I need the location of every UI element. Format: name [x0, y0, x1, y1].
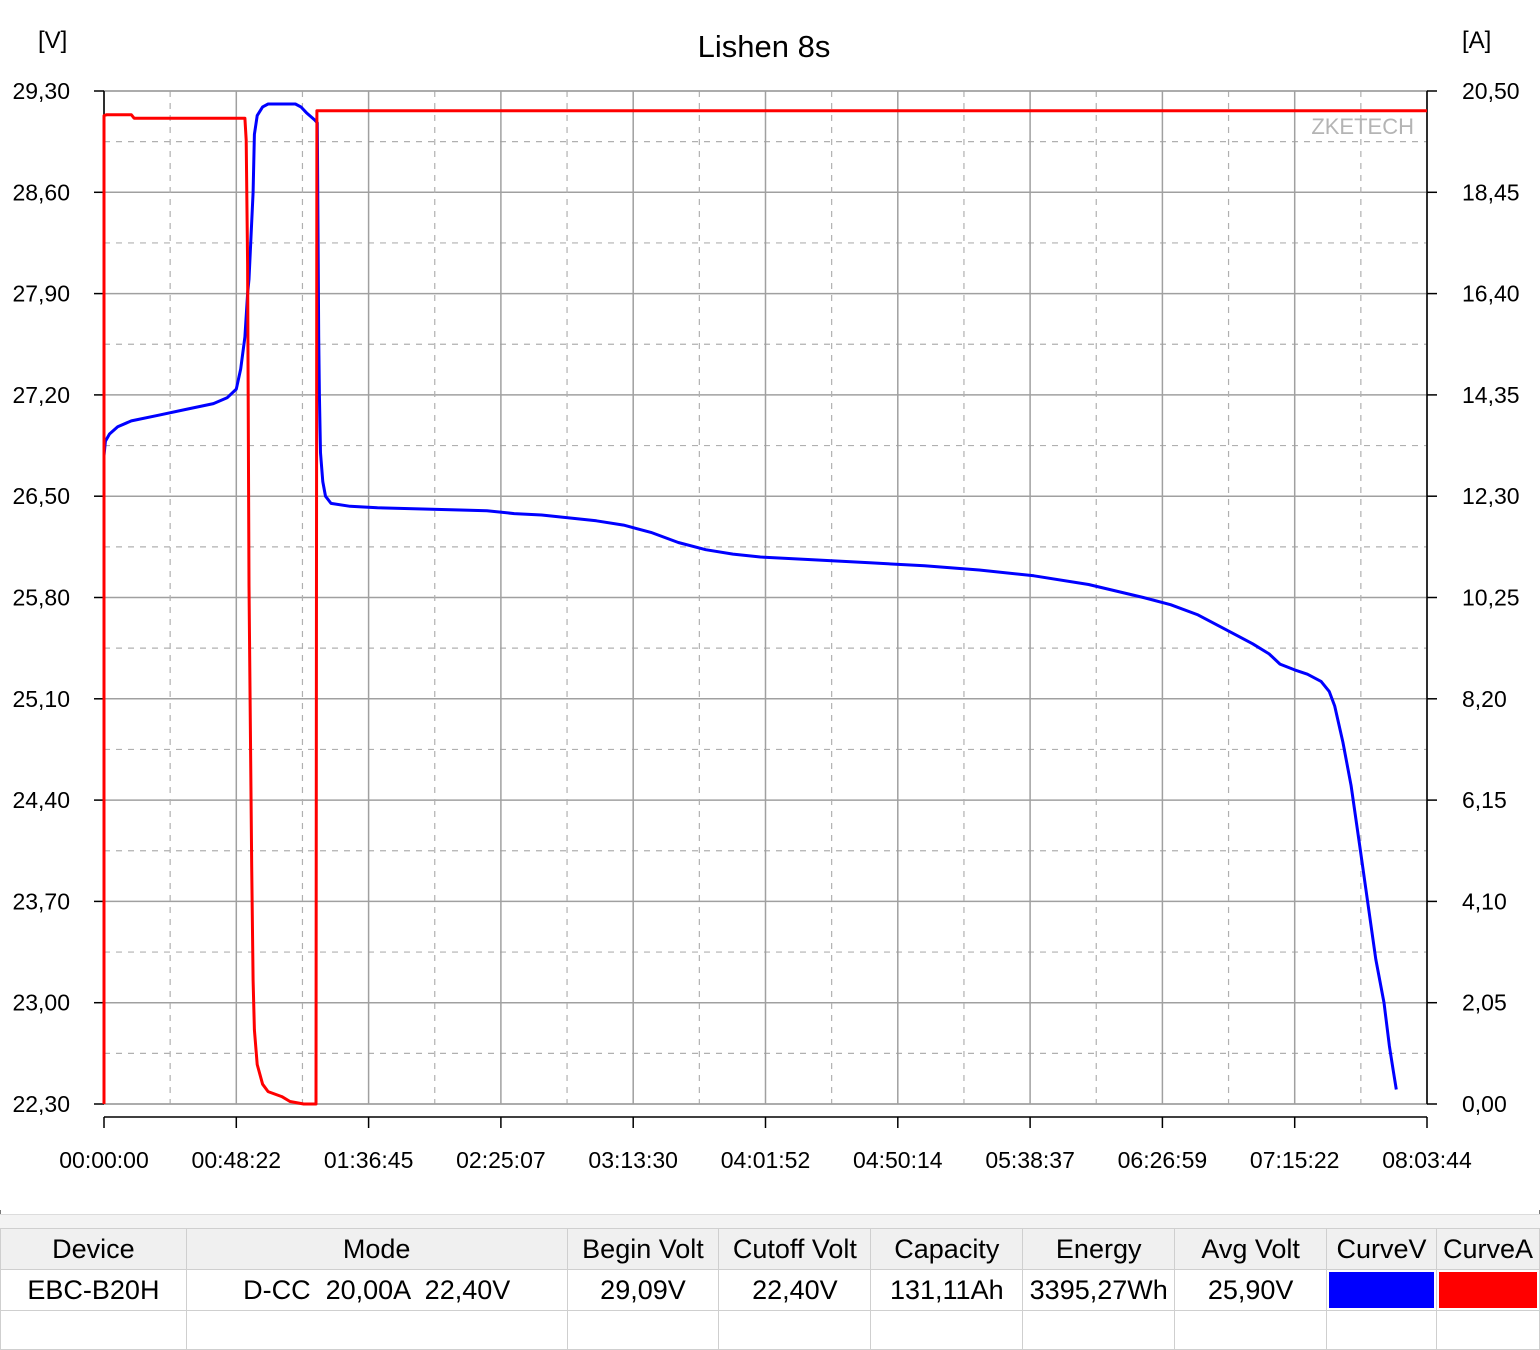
left-tick-label: 27,90 — [12, 281, 70, 307]
cell-avg-volt: 25,90V — [1174, 1269, 1328, 1311]
right-tick-label: 12,30 — [1462, 483, 1520, 509]
cell-mode: D-CC 20,00A 22,40V — [185, 1269, 568, 1311]
left-tick-label: 24,40 — [12, 787, 70, 813]
empty-cell — [1326, 1310, 1437, 1350]
empty-cell — [1174, 1310, 1328, 1350]
x-tick-label: 05:38:37 — [985, 1147, 1075, 1173]
right-tick-label: 4,10 — [1462, 888, 1507, 914]
curve-a-color-swatch[interactable] — [1438, 1272, 1537, 1308]
x-tick-label: 00:48:22 — [192, 1147, 282, 1173]
empty-cell — [0, 1310, 187, 1350]
panel-divider — [0, 1214, 1540, 1229]
tick-labels: 29,30 28,60 27,90 27,20 26,50 25,80 25,10 24,40… — [12, 78, 1519, 1173]
chart-title: Lishen 8s — [698, 29, 831, 64]
x-tick-label: 03:13:30 — [588, 1147, 678, 1173]
curve-v-color-swatch[interactable] — [1329, 1272, 1434, 1308]
empty-cell — [1022, 1310, 1176, 1350]
left-tick-label: 26,50 — [12, 483, 70, 509]
right-tick-label: 0,00 — [1462, 1091, 1507, 1117]
header-mode[interactable]: Mode — [185, 1228, 568, 1270]
cell-cutoff-volt: 22,40V — [718, 1269, 872, 1311]
empty-cell — [870, 1310, 1024, 1350]
cell-device: EBC-B20H — [0, 1269, 187, 1311]
empty-cell — [566, 1310, 720, 1350]
right-tick-label: 8,20 — [1462, 686, 1507, 712]
chart-background — [0, 0, 1540, 1210]
x-tick-label: 04:01:52 — [721, 1147, 811, 1173]
empty-cell — [1435, 1310, 1540, 1350]
left-tick-label: 28,60 — [12, 179, 70, 205]
empty-cell — [718, 1310, 872, 1350]
header-begin-volt[interactable]: Begin Volt — [566, 1228, 720, 1270]
right-tick-label: 16,40 — [1462, 281, 1520, 307]
header-energy[interactable]: Energy — [1022, 1228, 1176, 1270]
left-tick-label: 25,10 — [12, 686, 70, 712]
current-series-line — [102, 109, 1427, 1106]
series-layer — [102, 102, 1427, 1106]
x-tick-label: 07:15:22 — [1250, 1147, 1340, 1173]
grid — [103, 90, 1428, 1105]
cell-curve-a-swatch[interactable] — [1435, 1269, 1540, 1311]
chart: 29,30 28,60 27,90 27,20 26,50 25,80 25,10 24,40… — [0, 0, 1540, 1210]
x-tick-label: 06:26:59 — [1118, 1147, 1208, 1173]
right-tick-label: 6,15 — [1462, 787, 1507, 813]
x-tick-label: 04:50:14 — [853, 1147, 943, 1173]
header-device[interactable]: Device — [0, 1228, 187, 1270]
left-tick-label: 27,20 — [12, 382, 70, 408]
table-row-empty — [0, 1310, 1540, 1350]
left-tick-label: 23,70 — [12, 888, 70, 914]
cell-begin-volt: 29,09V — [566, 1269, 720, 1311]
right-tick-label: 2,05 — [1462, 990, 1507, 1016]
cell-capacity: 131,11Ah — [870, 1269, 1024, 1311]
x-tick-label: 00:00:00 — [59, 1147, 149, 1173]
results-header-row: Device Mode Begin Volt Cutoff Volt Capac… — [0, 1228, 1540, 1270]
empty-cell — [185, 1310, 568, 1350]
x-tick-label: 01:36:45 — [324, 1147, 414, 1173]
x-tick-label: 08:03:44 — [1382, 1147, 1472, 1173]
cell-energy: 3395,27Wh — [1022, 1269, 1176, 1311]
header-curve-v[interactable]: CurveV — [1326, 1228, 1437, 1270]
left-tick-label: 29,30 — [12, 78, 70, 104]
right-axis-unit: [A] — [1462, 27, 1491, 54]
results-table: Device Mode Begin Volt Cutoff Volt Capac… — [0, 1228, 1540, 1350]
right-tick-label: 10,25 — [1462, 585, 1520, 611]
left-tick-label: 22,30 — [12, 1091, 70, 1117]
x-tick-label: 02:25:07 — [456, 1147, 546, 1173]
table-row[interactable]: EBC-B20H D-CC 20,00A 22,40V 29,09V 22,40… — [0, 1269, 1540, 1311]
left-tick-label: 23,00 — [12, 990, 70, 1016]
right-tick-label: 18,45 — [1462, 179, 1520, 205]
cell-curve-v-swatch[interactable] — [1326, 1269, 1437, 1311]
watermark: ZKETECH — [1311, 114, 1414, 139]
right-tick-label: 14,35 — [1462, 382, 1520, 408]
left-axis-unit: [V] — [38, 27, 67, 54]
header-capacity[interactable]: Capacity — [870, 1228, 1024, 1270]
right-tick-label: 20,50 — [1462, 78, 1520, 104]
header-avg-volt[interactable]: Avg Volt — [1174, 1228, 1328, 1270]
header-curve-a[interactable]: CurveA — [1435, 1228, 1540, 1270]
header-cutoff-volt[interactable]: Cutoff Volt — [718, 1228, 872, 1270]
left-tick-label: 25,80 — [12, 585, 70, 611]
